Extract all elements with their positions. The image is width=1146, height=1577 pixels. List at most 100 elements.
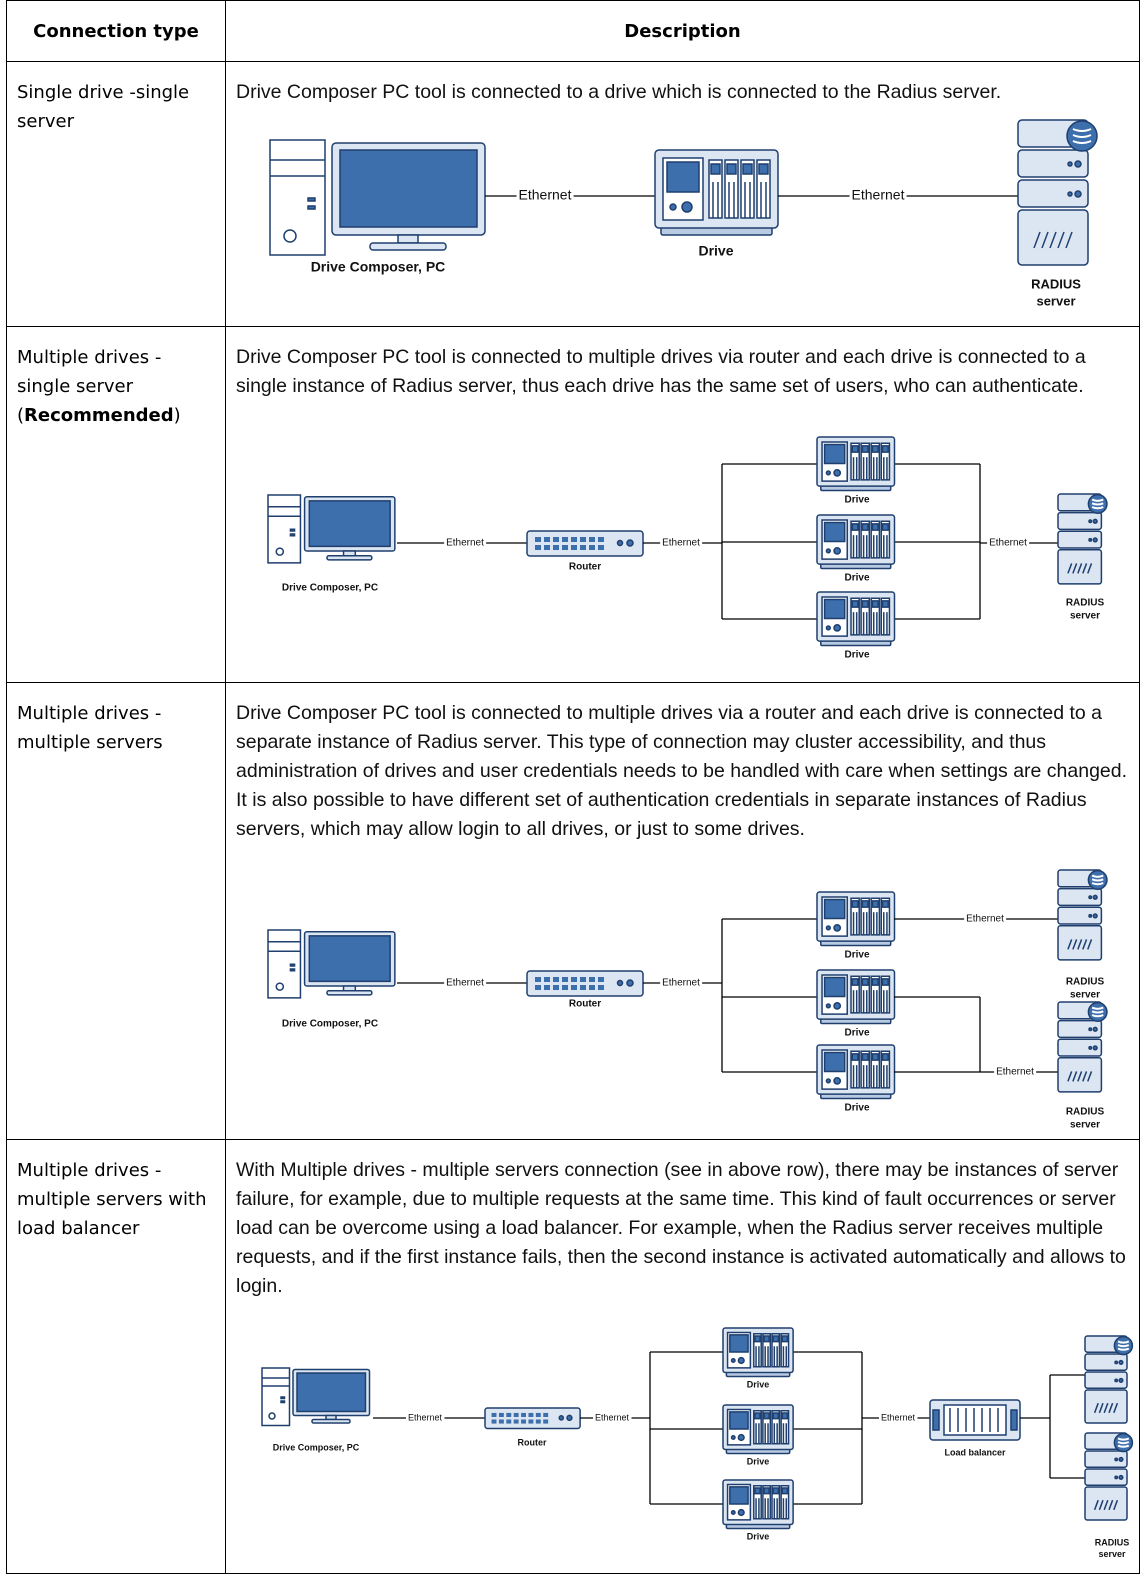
shape [513,1419,519,1424]
label-bg [660,977,703,989]
shape [544,977,550,982]
shape [834,1003,840,1009]
shape [1099,1500,1103,1510]
shape [1085,1451,1127,1467]
server-icon [1085,1433,1132,1520]
shape [883,524,889,530]
pc-label: Drive Composer, PC [282,1019,378,1030]
shape [851,521,859,558]
shape [1085,1372,1127,1388]
shape [1083,1071,1087,1081]
shape [732,1511,735,1514]
shape [1092,1008,1103,1009]
shape [1085,1469,1127,1485]
drive-label: Drive [747,1456,770,1466]
shape [598,977,604,982]
shape [506,1412,512,1418]
shape [852,524,858,530]
shape [730,1412,748,1429]
shape [782,1488,787,1494]
shape [269,1413,275,1419]
shape [1073,1071,1077,1081]
shape [1068,1071,1072,1081]
shape [1119,1379,1123,1383]
shape [825,900,845,919]
shape [933,1410,939,1430]
drive-label: Drive [698,243,733,259]
server-label: server [1070,1120,1100,1131]
shape [764,1488,769,1494]
shape [1083,939,1087,949]
shape [562,985,568,990]
shape [543,1419,549,1424]
type-cell: Multiple drives - single server (Recommen… [7,327,225,430]
shape [398,235,418,243]
shape [883,1054,889,1060]
shape [535,545,541,550]
shape [826,471,830,475]
shape [1078,1071,1082,1081]
shape [1118,1341,1129,1342]
shape [861,521,869,558]
shape [852,601,858,607]
ethernet-label: Ethernet [989,538,1027,549]
shape [861,443,869,480]
drive-label: Drive [844,950,869,961]
shape [862,901,868,907]
shape [1118,1438,1129,1439]
shape [1095,1403,1099,1413]
description: With Multiple drives - multiple servers … [236,1159,1126,1297]
shape [754,1411,761,1444]
server-icon [1058,1002,1107,1092]
shape [1092,883,1103,884]
shape [1058,513,1101,530]
shape [834,470,840,476]
shape [270,140,325,255]
shape [862,446,868,452]
shape [1058,907,1101,924]
type-cell: Multiple drives - multiple servers with … [17,1160,207,1239]
shape [562,545,568,550]
description: Drive Composer PC tool is connected to a… [236,81,1002,103]
shape [535,537,541,542]
pc-icon [268,495,395,563]
label-bg [405,1412,445,1423]
server-label: server [1036,293,1075,308]
shape [772,1411,779,1444]
shape [567,1415,572,1420]
shape [281,1397,285,1399]
ethernet-label: Ethernet [852,187,905,203]
shape [1115,1476,1117,1478]
shape [598,537,604,542]
drive-icon [817,970,894,1024]
shape [851,976,859,1013]
drive-icon [723,1480,793,1528]
shape [1058,1021,1101,1038]
server-label: RADIUS [1031,276,1081,291]
shape [589,545,595,550]
balancer-label: Load balancer [944,1447,1006,1457]
header-cell: Description [225,0,1140,62]
shape [1114,1403,1118,1413]
shape [1068,563,1072,573]
shape [1092,876,1103,877]
server-label: RADIUS [1066,598,1105,609]
shape [1092,503,1103,504]
shape [1068,192,1072,196]
shape [1089,915,1091,917]
shape [308,198,315,201]
shape [544,537,550,542]
shape [754,1334,761,1367]
shape [1011,1410,1017,1430]
shape [1092,1015,1103,1016]
drive-icon [655,150,778,235]
type-cell: Multiple drives - multiple servers [17,703,163,753]
server-icon [1058,494,1107,584]
shape [571,537,577,542]
shape [782,1413,787,1419]
drive-icon [723,1328,793,1376]
shape [1118,1349,1129,1350]
shape [562,977,568,982]
description: Drive Composer PC tool is connected to m… [236,702,1128,840]
drive-icon [817,592,894,646]
